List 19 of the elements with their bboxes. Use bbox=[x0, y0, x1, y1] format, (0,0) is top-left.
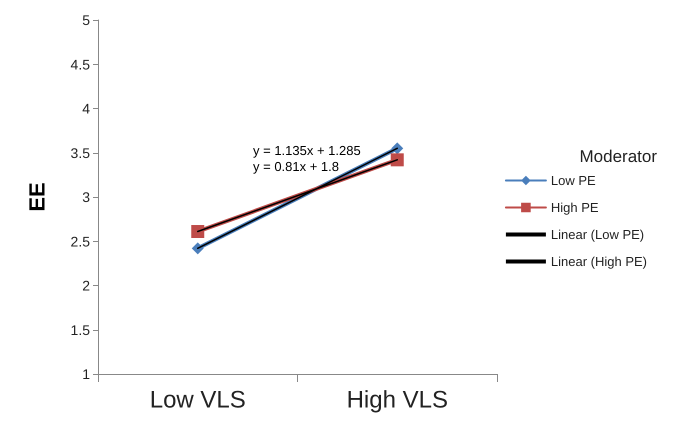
annotation: y = 0.81x + 1.8 bbox=[253, 159, 340, 174]
legend-label: Linear (High PE) bbox=[550, 254, 648, 269]
y-tick-label: 1.5 bbox=[70, 322, 90, 338]
x-tick-label: Low VLS bbox=[150, 386, 246, 414]
y-tick-label: 1 bbox=[82, 366, 90, 382]
y-axis-title: EE bbox=[24, 182, 50, 212]
y-tick-label: 3.5 bbox=[70, 144, 90, 161]
y-tick-label: 4 bbox=[82, 100, 90, 116]
x-tick-label: High VLS bbox=[346, 386, 448, 414]
y-tick-label: 2 bbox=[82, 278, 90, 294]
legend-label: High PE bbox=[550, 200, 599, 215]
y-tick-label: 3 bbox=[82, 189, 90, 205]
annotation: y = 1.135x + 1.285 bbox=[253, 143, 361, 158]
y-tick-label: 2.5 bbox=[70, 233, 90, 250]
y-tick-label: 4.5 bbox=[70, 56, 90, 72]
y-tick-label: 5 bbox=[82, 12, 90, 28]
legend-label: Low PE bbox=[550, 173, 596, 188]
legend-label: Linear (Low PE) bbox=[550, 227, 644, 242]
legend-title: Moderator bbox=[580, 147, 658, 166]
